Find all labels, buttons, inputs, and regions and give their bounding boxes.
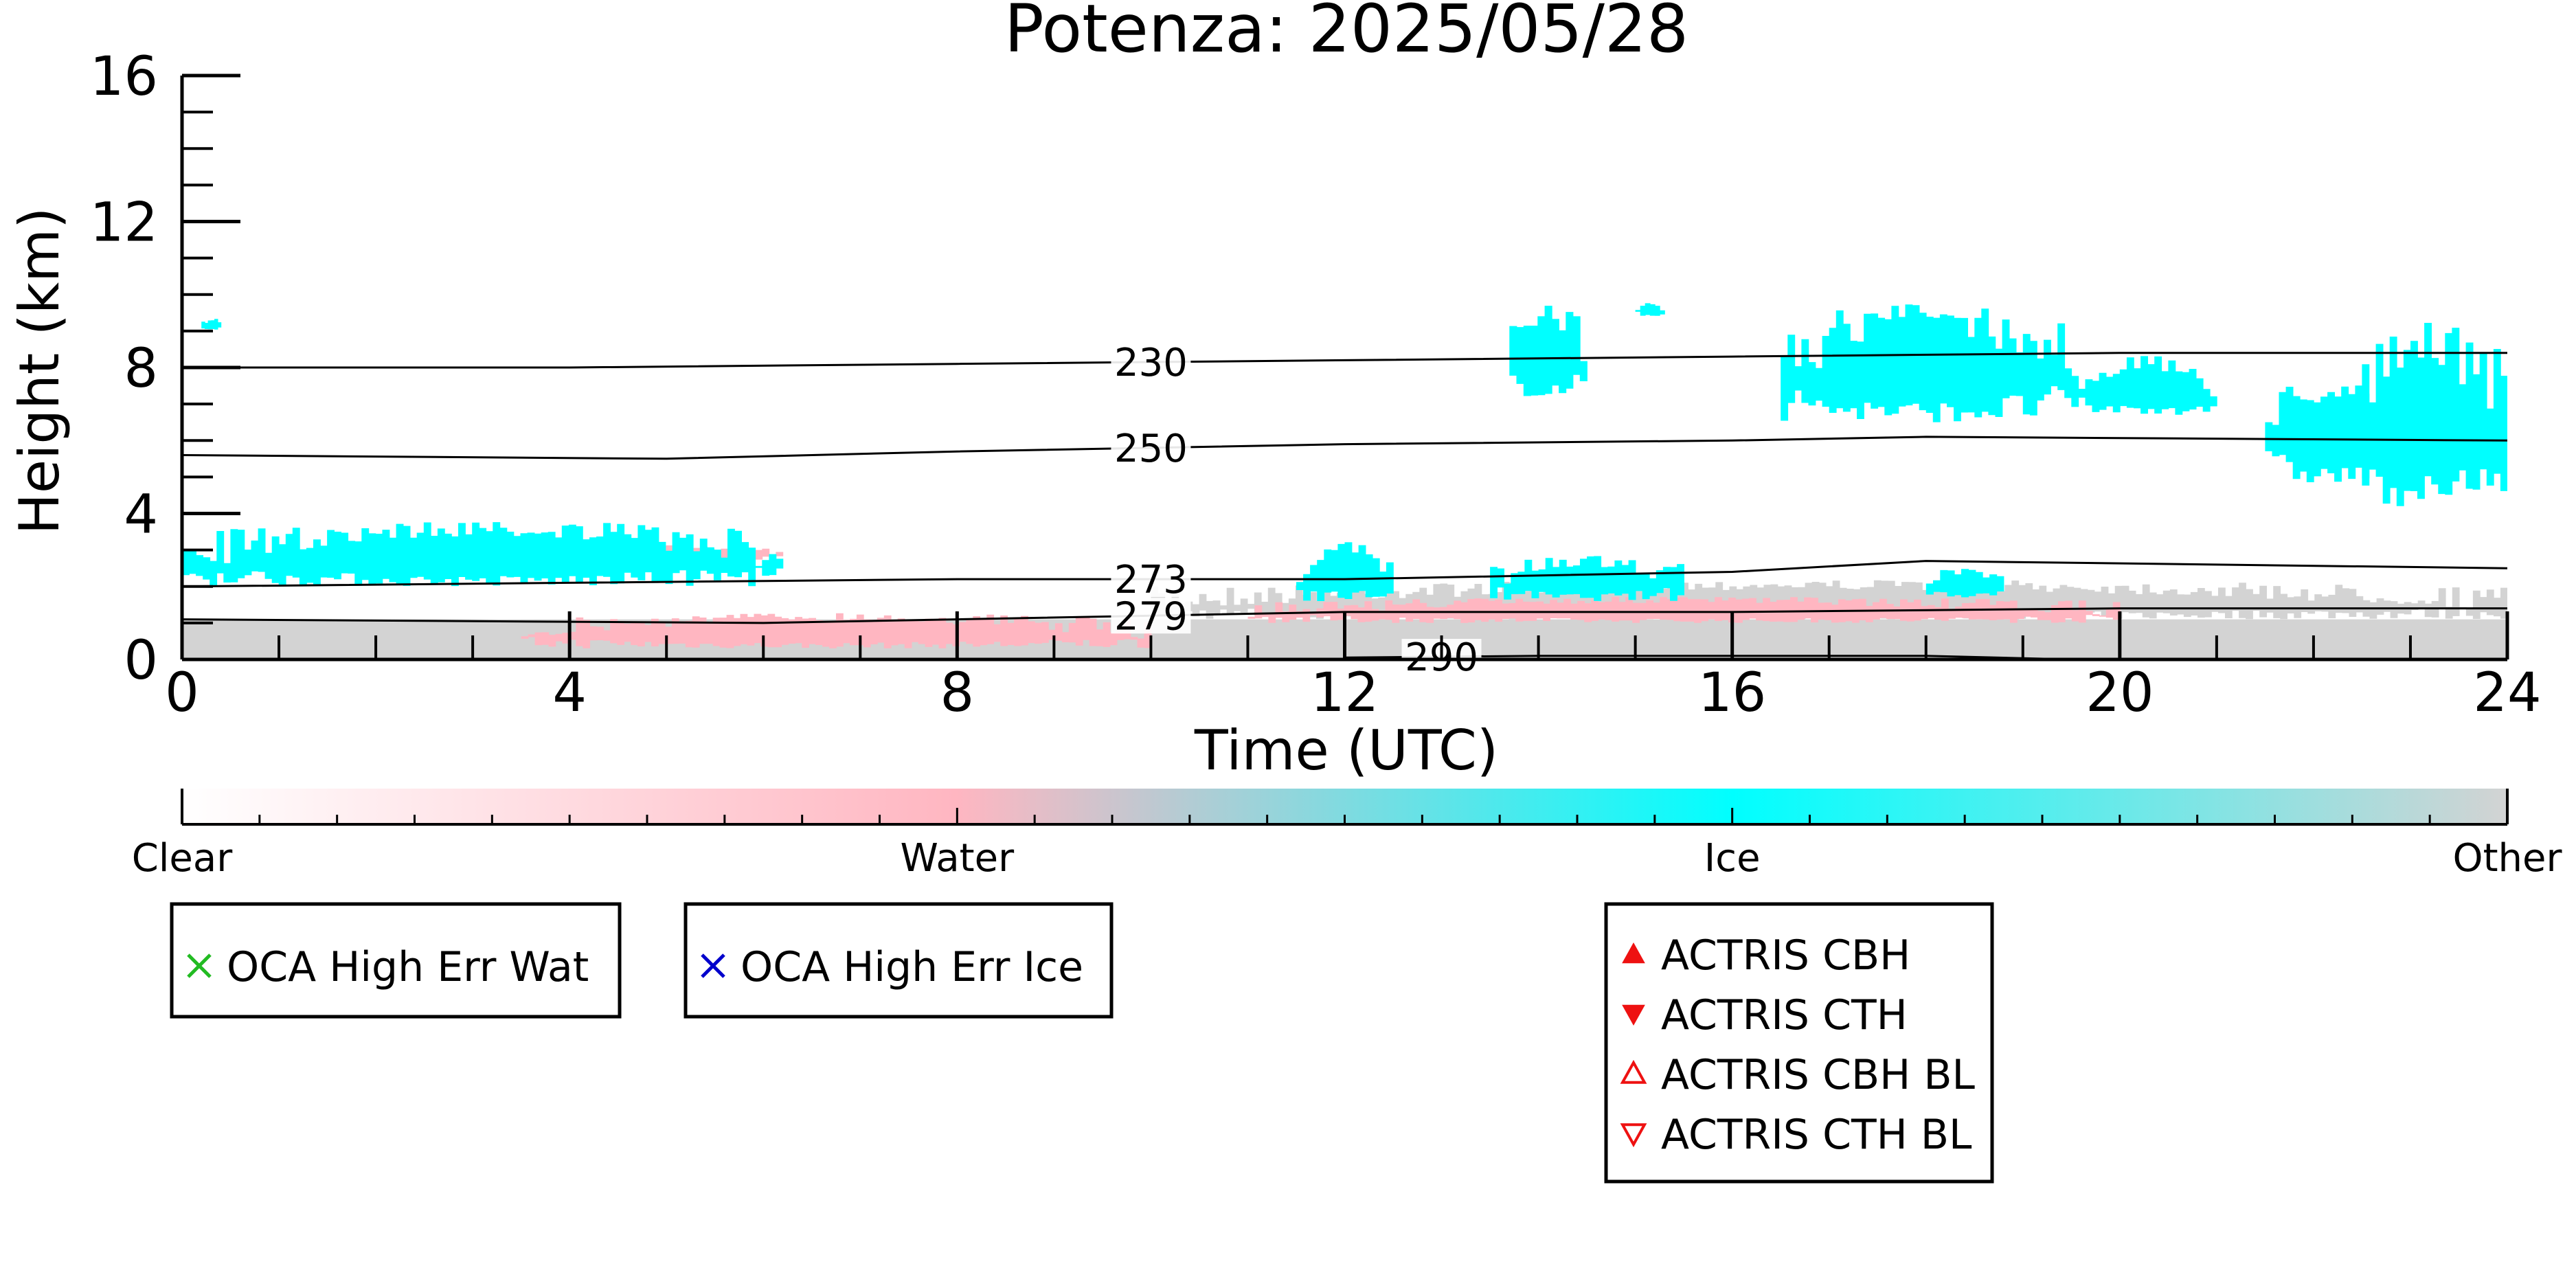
region-ice-8 [1296,542,1394,601]
y-tick-label: 0 [124,630,158,692]
colorbar-label-ice: Ice [1704,836,1761,881]
region-ice-5 [2071,356,2217,415]
x-tick-label: 24 [2473,662,2541,724]
x-tick-label: 16 [1698,662,1766,724]
y-axis-label: Height (km) [8,207,71,535]
legend-entry-label: ACTRIS CTH BL [1661,1111,1972,1159]
legend-box-3: ACTRIS CBH ACTRIS CTH ACTRIS CBH BL ACTRIS … [1604,902,1994,1184]
legend-box-1: OCA High Err Wat [170,902,622,1019]
contour-label-230: 230 [1114,341,1188,385]
legend-frame [683,902,1114,1019]
temperature-contours: 230250273279290 [181,341,2508,680]
legend-box-2: OCA High Err Ice [683,902,1114,1019]
contour-label-bg-273 [1111,561,1191,598]
triangle-up-open-icon [1620,1059,1647,1084]
region-ice-7 [2362,323,2507,506]
legends: OCA High Err Wat OCA High Err Ice ACTRIS C… [170,902,1994,1184]
chart-title: Potenza: 2025/05/28 [1004,0,1688,67]
x-axis-label: Time (UTC) [1194,719,1498,782]
contour-label-bg-279 [1111,598,1191,634]
contour-label-250: 250 [1114,427,1188,471]
region-ice-4 [1781,304,2072,422]
y-tick-label: 4 [124,484,158,546]
region-ice-1 [201,319,222,330]
region-ice-0 [182,522,784,587]
y-tick-label: 16 [90,46,158,108]
triangle-up-filled-icon [1622,942,1645,964]
contour-label-bg-230 [1111,344,1191,381]
x-tick-label: 12 [1311,662,1379,724]
contour-line-250 [181,436,2508,460]
contour-label-279: 279 [1114,594,1188,639]
region-ice-3 [1635,303,1665,316]
colorbar-label-clear: Clear [132,836,233,881]
triangle-down-filled-icon [1622,1004,1645,1026]
legend-entry-label: ACTRIS CTH [1661,991,1908,1039]
region-ice-10 [1925,569,2004,598]
colorbar: Clear Water Ice Other [132,789,2562,881]
legend-frame [170,902,622,1019]
colorbar-label-other: Other [2452,836,2562,881]
x-mark-icon [701,953,725,978]
x-tick-label: 20 [2086,662,2154,724]
legend-entry-label: ACTRIS CBH BL [1661,1051,1975,1099]
colorbar-label-water: Water [901,836,1015,881]
x-mark-icon [187,953,212,978]
contour-label-273: 273 [1114,558,1188,602]
y-tick-label: 12 [90,192,158,254]
axes: 0 4 8 12 16 0 4 8 12 16 20 24 [90,46,2542,724]
x-tick-label: 8 [940,662,975,724]
region-ice-6 [2265,385,2411,482]
region-ice-9 [1490,556,1684,601]
x-tick-label: 0 [165,662,199,724]
contour-line-230 [182,352,2507,369]
legend-entry-label: OCA High Err Ice [741,943,1083,991]
contour-label-bg-250 [1111,429,1191,466]
plot-area: 230250273279290048121604812162024 [90,46,2542,724]
y-tick-label: 8 [124,338,158,400]
x-tick-label: 4 [552,662,587,724]
legend-entry-label: OCA High Err Wat [227,943,589,991]
contour-line-273 [181,560,2508,588]
legend-frame [1604,902,1994,1184]
classification-fills [182,303,2507,659]
legend-entry-label: ACTRIS CBH [1661,931,1910,980]
region-ice-2 [1509,306,1588,396]
triangle-down-open-icon [1620,1123,1647,1148]
region-water-2 [1247,596,2121,623]
